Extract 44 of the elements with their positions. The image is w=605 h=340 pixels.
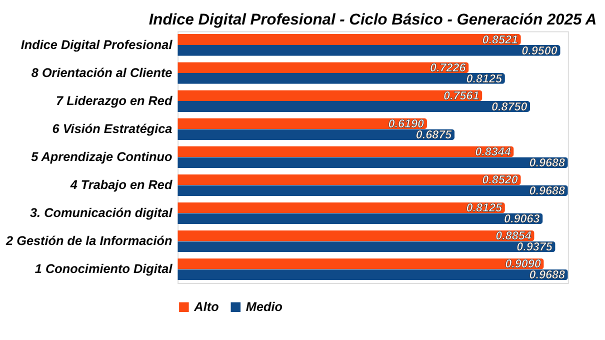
data-label: 0.9688 bbox=[529, 156, 566, 170]
data-label: 0.8344 bbox=[475, 146, 512, 159]
bar bbox=[178, 34, 521, 45]
y-tick-label: 5 Aprendizaje Continuo bbox=[31, 150, 172, 164]
data-label: 0.8521 bbox=[482, 33, 518, 46]
data-label: 0.9500 bbox=[522, 44, 558, 58]
data-label: 0.6875 bbox=[416, 128, 452, 142]
bar bbox=[178, 73, 505, 84]
y-tick-label: 1 Conocimiento Digital bbox=[34, 262, 173, 276]
y-tick-label: 7 Liderazgo en Red bbox=[56, 94, 172, 108]
bar bbox=[178, 44, 560, 56]
bar bbox=[178, 174, 521, 186]
y-tick-label: 4 Trabajo en Red bbox=[69, 178, 172, 192]
data-label: 0.8854 bbox=[496, 230, 532, 243]
bar bbox=[178, 269, 568, 280]
legend-label: Medio bbox=[246, 300, 283, 314]
data-label: 0.6190 bbox=[388, 118, 425, 131]
data-label: 0.9090 bbox=[505, 258, 542, 271]
y-tick-label: 2 Gestión de la Información bbox=[5, 234, 172, 248]
y-tick-label: 6 Visión Estratégica bbox=[52, 122, 172, 136]
bar bbox=[178, 230, 534, 242]
data-label: 0.9375 bbox=[516, 240, 553, 254]
y-tick-label: 3. Comunicación digital bbox=[30, 206, 173, 220]
data-label: 0.9063 bbox=[504, 212, 540, 226]
bar bbox=[178, 258, 544, 270]
y-tick-label: 8 Orientación al Cliente bbox=[31, 66, 172, 80]
bar bbox=[178, 185, 568, 196]
data-label: 0.7561 bbox=[444, 89, 480, 102]
bar bbox=[178, 146, 514, 158]
bar bbox=[178, 157, 568, 168]
bar bbox=[178, 202, 505, 214]
y-tick-label: Indice Digital Profesional bbox=[20, 38, 173, 52]
legend-label: Alto bbox=[193, 300, 220, 314]
data-label: 0.9688 bbox=[529, 268, 566, 282]
chart-title: Indice Digital Profesional - Ciclo Básico - Generación 2025 A bbox=[148, 11, 597, 28]
bar bbox=[178, 213, 543, 224]
data-label: 0.8750 bbox=[491, 100, 528, 114]
data-label: 0.9688 bbox=[529, 184, 566, 198]
data-label: 0.8125 bbox=[466, 72, 503, 86]
bar bbox=[178, 101, 530, 112]
data-label: 0.8125 bbox=[466, 202, 503, 215]
bar bbox=[178, 241, 556, 252]
data-label: 0.7226 bbox=[430, 61, 466, 74]
data-label: 0.8520 bbox=[482, 174, 518, 187]
